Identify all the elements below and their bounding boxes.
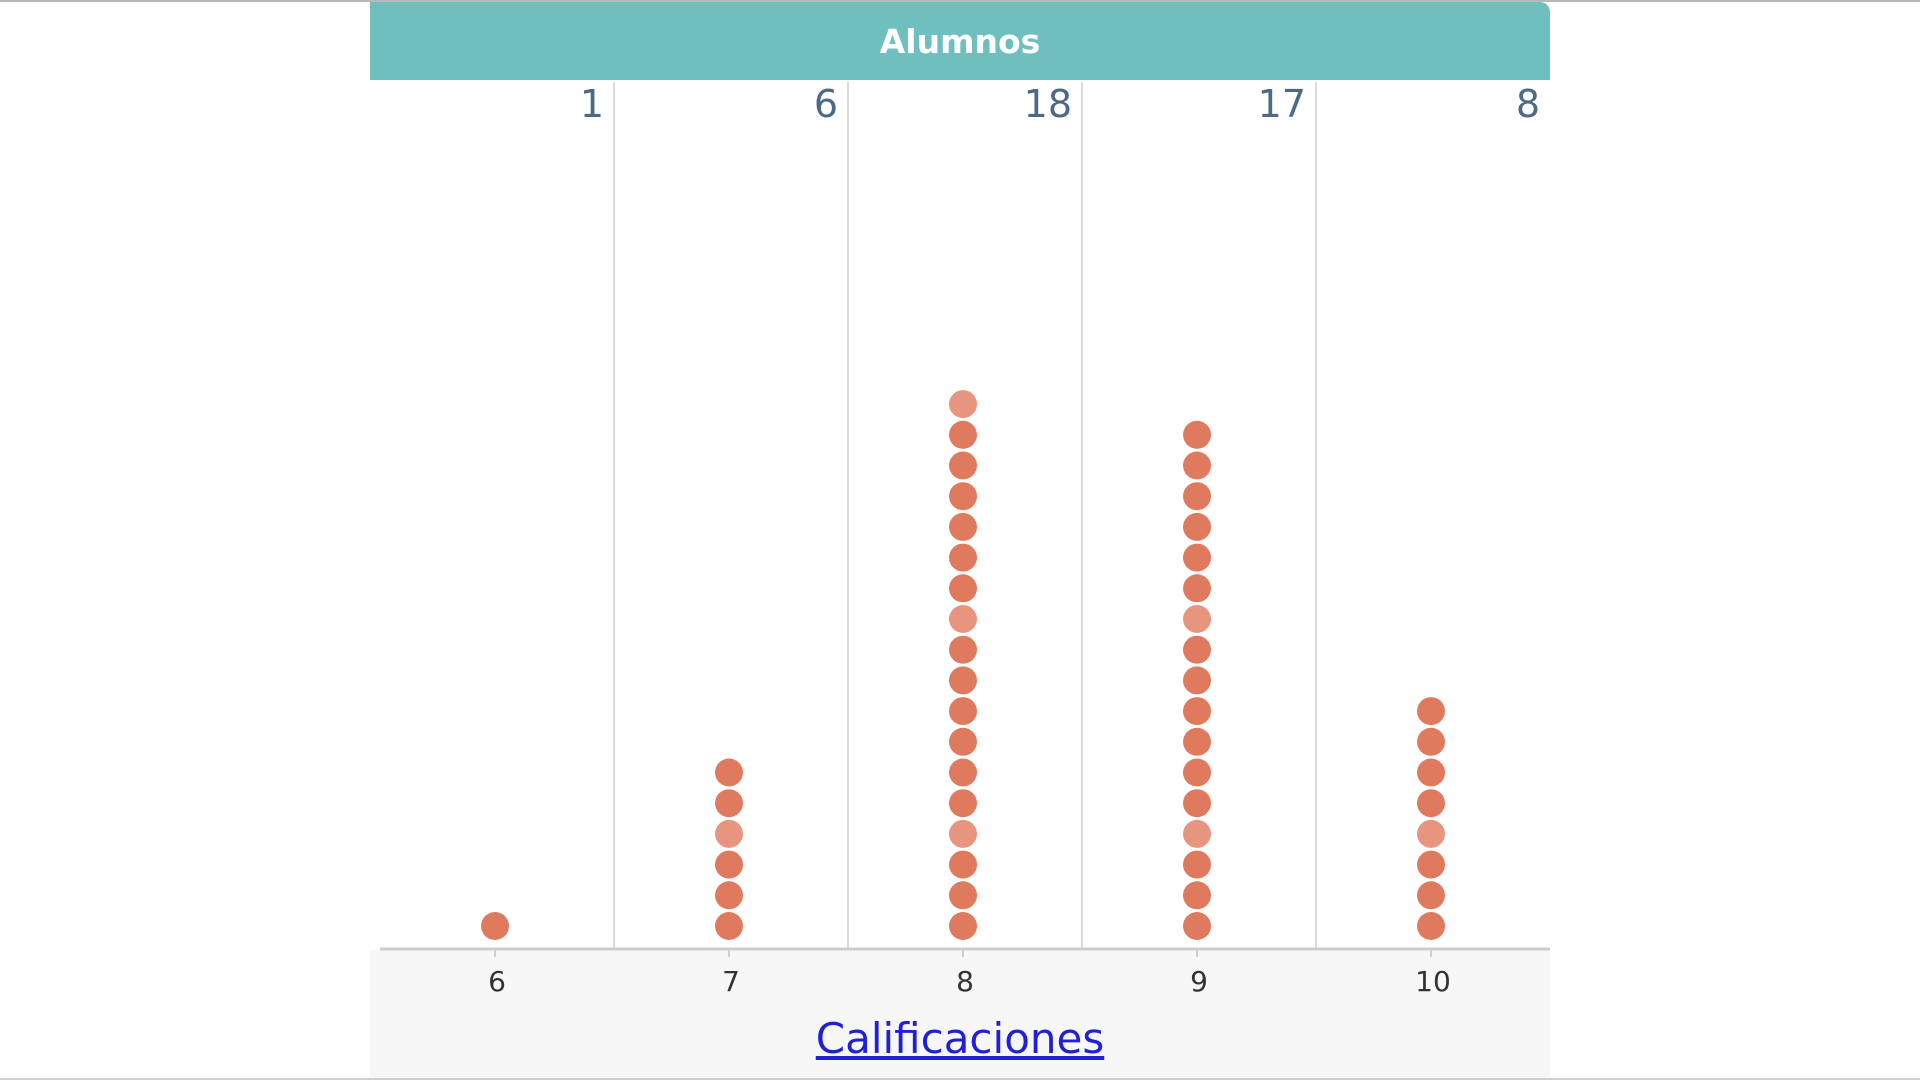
dot-9-7 — [1183, 727, 1211, 756]
dot-9-2 — [1183, 881, 1211, 910]
dot-9-9 — [1183, 666, 1211, 695]
dot-10-7 — [1417, 727, 1445, 756]
dot-9-13 — [1183, 543, 1211, 572]
x-tick-label-10: 10 — [1415, 965, 1451, 998]
dot-plot-panel: Alumnos 1 6 18 17 8 6 7 8 9 10 Calificaciones — [370, 2, 1550, 1078]
dot-10-2 — [1417, 881, 1445, 910]
dot-9-15 — [1183, 482, 1211, 511]
dot-8-12 — [949, 574, 977, 603]
dot-8-11 — [949, 605, 977, 633]
dot-8-16 — [949, 451, 977, 480]
dot-9-4 — [1183, 819, 1211, 848]
count-label-7: 6 — [814, 82, 838, 126]
dot-8-10 — [949, 635, 977, 664]
chart-header-title: Alumnos — [879, 21, 1041, 61]
dot-7-2 — [715, 881, 743, 910]
dot-8-2 — [949, 881, 977, 910]
dot-10-5 — [1417, 789, 1445, 818]
dot-10-1 — [1417, 912, 1445, 940]
dot-7-5 — [715, 789, 743, 818]
dot-10-3 — [1417, 850, 1445, 879]
dot-8-3 — [949, 850, 977, 879]
dot-8-15 — [949, 482, 977, 511]
dot-8-6 — [949, 758, 977, 787]
dot-9-6 — [1183, 758, 1211, 787]
dot-8-9 — [949, 666, 977, 695]
column-dividers — [613, 82, 1317, 949]
dot-9-3 — [1183, 850, 1211, 879]
dots — [481, 390, 1445, 940]
dot-8-18 — [949, 390, 977, 419]
x-tick-labels: 6 7 8 9 10 — [488, 949, 1451, 998]
dot-10-4 — [1417, 819, 1445, 848]
dot-9-17 — [1183, 420, 1211, 449]
dot-10-8 — [1417, 697, 1445, 726]
x-tick-label-8: 8 — [956, 965, 974, 998]
count-label-6: 1 — [580, 82, 604, 126]
dot-10-6 — [1417, 758, 1445, 787]
chart-header: Alumnos — [370, 2, 1550, 80]
dot-7-1 — [715, 912, 743, 940]
dot-9-11 — [1183, 605, 1211, 633]
dot-6-1 — [481, 912, 509, 940]
dot-8-14 — [949, 512, 977, 541]
dot-8-4 — [949, 819, 977, 848]
count-labels: 1 6 18 17 8 — [580, 82, 1540, 126]
dot-9-5 — [1183, 789, 1211, 818]
count-label-8: 18 — [1024, 82, 1072, 126]
dot-8-5 — [949, 789, 977, 818]
x-tick-label-7: 7 — [722, 965, 740, 998]
dot-9-14 — [1183, 512, 1211, 541]
dot-plot-chart: 1 6 18 17 8 6 7 8 9 10 — [380, 82, 1550, 998]
dot-7-4 — [715, 819, 743, 848]
dot-8-8 — [949, 697, 977, 726]
x-tick-label-6: 6 — [488, 965, 506, 998]
count-label-10: 8 — [1516, 82, 1540, 126]
x-axis-footer — [370, 950, 1550, 1078]
count-label-9: 17 — [1258, 82, 1306, 126]
bottom-border — [0, 1078, 1920, 1080]
x-axis-title-link[interactable]: Calificaciones — [815, 1014, 1105, 1063]
dot-9-10 — [1183, 635, 1211, 664]
dot-7-6 — [715, 758, 743, 787]
dot-9-8 — [1183, 697, 1211, 726]
dot-9-1 — [1183, 912, 1211, 940]
x-tick-label-9: 9 — [1190, 965, 1208, 998]
dot-8-17 — [949, 420, 977, 449]
dot-8-1 — [949, 912, 977, 940]
dot-8-13 — [949, 543, 977, 572]
dot-9-12 — [1183, 574, 1211, 603]
top-border — [0, 0, 1920, 2]
dot-9-16 — [1183, 451, 1211, 480]
dot-8-7 — [949, 727, 977, 756]
dot-7-3 — [715, 850, 743, 879]
